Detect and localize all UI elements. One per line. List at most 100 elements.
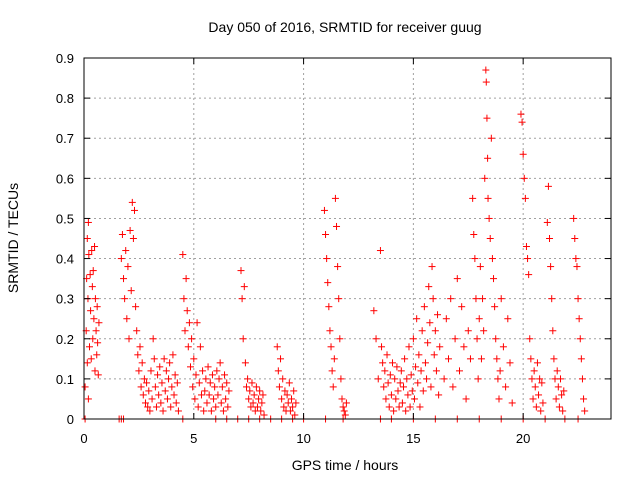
data-point xyxy=(252,383,260,391)
data-point xyxy=(581,407,589,415)
data-point xyxy=(484,194,492,202)
y-tick-label: 0.4 xyxy=(56,252,74,267)
data-point xyxy=(171,371,179,379)
data-point xyxy=(327,343,335,351)
data-point xyxy=(137,383,145,391)
data-point xyxy=(127,287,135,295)
data-point xyxy=(482,78,490,86)
data-point xyxy=(546,235,554,242)
data-point xyxy=(88,283,96,291)
data-point xyxy=(274,367,282,375)
data-point xyxy=(532,403,540,411)
data-point xyxy=(496,367,504,375)
data-point xyxy=(382,395,390,403)
data-point xyxy=(139,391,147,399)
data-point xyxy=(289,403,297,411)
data-point xyxy=(539,399,547,407)
data-point xyxy=(211,383,219,391)
data-point xyxy=(485,214,493,222)
data-point xyxy=(185,319,193,327)
data-point xyxy=(559,407,567,415)
data-point xyxy=(412,363,420,371)
data-point xyxy=(549,327,557,335)
data-point xyxy=(580,395,588,403)
data-point xyxy=(155,391,163,399)
data-point xyxy=(476,263,484,271)
data-point xyxy=(91,295,99,303)
data-point xyxy=(253,403,261,411)
data-point xyxy=(417,367,425,375)
data-point xyxy=(285,379,293,387)
tick-labels: 0 0.1 0.2 0.3 0.4 0.5 0.6 0.7 0.8 0.9 0 5 10 15 20 xyxy=(56,51,530,446)
data-point xyxy=(197,391,205,399)
data-point xyxy=(490,275,498,283)
data-point xyxy=(416,403,424,411)
data-point xyxy=(151,383,159,391)
data-point xyxy=(434,311,442,319)
data-point xyxy=(277,355,285,363)
data-point xyxy=(242,383,250,391)
data-point xyxy=(538,379,546,387)
data-point xyxy=(141,399,149,407)
data-point xyxy=(138,359,146,367)
data-point xyxy=(415,351,423,359)
data-point xyxy=(140,375,148,383)
data-point xyxy=(389,359,397,367)
data-point xyxy=(250,391,258,399)
data-point xyxy=(572,255,580,263)
data-point xyxy=(493,355,501,363)
data-point xyxy=(477,355,485,363)
data-point xyxy=(385,403,393,411)
data-point xyxy=(407,371,415,379)
data-point xyxy=(504,315,512,323)
data-point xyxy=(170,391,178,399)
data-point xyxy=(531,383,539,391)
data-point xyxy=(333,222,341,230)
data-point xyxy=(555,403,563,411)
data-point xyxy=(502,383,510,391)
data-point xyxy=(527,355,535,363)
data-point xyxy=(134,351,142,359)
data-point xyxy=(325,303,333,311)
data-point xyxy=(280,403,288,411)
data-point xyxy=(529,395,537,403)
data-point xyxy=(432,367,440,375)
data-point xyxy=(508,399,516,407)
data-point xyxy=(530,367,538,375)
data-point xyxy=(152,403,160,411)
data-point xyxy=(283,391,291,399)
data-point xyxy=(577,355,585,363)
data-point xyxy=(160,355,168,363)
y-tick-label: 0.3 xyxy=(56,292,74,307)
data-point xyxy=(401,355,409,363)
data-point xyxy=(284,399,292,407)
data-point xyxy=(86,271,94,279)
data-point xyxy=(323,255,331,263)
data-point xyxy=(342,399,350,407)
data-point xyxy=(123,315,131,323)
data-point xyxy=(518,118,526,126)
data-point xyxy=(259,391,267,399)
data-point xyxy=(81,383,89,391)
data-point xyxy=(338,395,346,403)
data-point xyxy=(290,387,298,395)
data-point xyxy=(455,367,463,375)
data-point xyxy=(146,407,154,415)
data-point xyxy=(447,295,455,303)
data-point xyxy=(484,154,492,162)
data-point xyxy=(451,335,459,343)
data-point xyxy=(558,391,566,399)
x-tick-label: 5 xyxy=(190,431,197,446)
data-point xyxy=(328,367,336,375)
data-point xyxy=(376,247,384,255)
data-point xyxy=(245,395,253,403)
data-point xyxy=(431,327,439,335)
data-point xyxy=(249,399,257,407)
data-point xyxy=(89,267,97,275)
data-point xyxy=(340,407,348,415)
data-point xyxy=(256,387,264,395)
y-tick-label: 0.2 xyxy=(56,332,74,347)
data-point xyxy=(460,343,468,351)
data-point xyxy=(117,255,125,263)
data-point xyxy=(204,363,212,371)
